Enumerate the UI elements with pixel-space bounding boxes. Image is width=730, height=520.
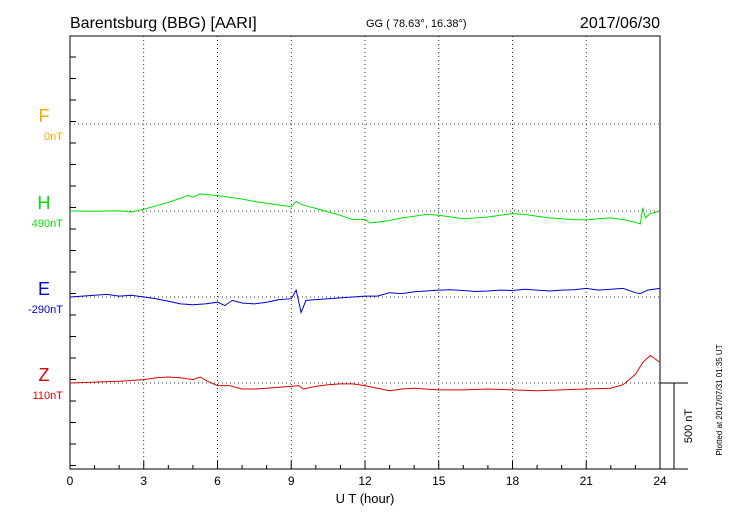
scale-bar-label: 500 nT: [683, 409, 695, 444]
date-label: 2017/06/30: [580, 15, 660, 32]
series-name-f: F: [39, 106, 50, 126]
x-tick-label: 12: [358, 474, 372, 488]
series-line-z: [69, 354, 661, 392]
series-baseline-e: -290nT: [28, 304, 63, 316]
station-title: Barentsburg (BBG) [AARI]: [70, 15, 257, 32]
x-tick-label: 24: [653, 474, 667, 488]
series-labels: F 0nT H 490nT E -290nT Z 110nT: [28, 106, 63, 402]
series-line-h: [69, 193, 661, 225]
series-name-e: E: [38, 279, 50, 299]
x-tick-label: 21: [580, 474, 594, 488]
x-tick-label: 15: [432, 474, 446, 488]
x-tick-label: 18: [506, 474, 520, 488]
plotted-timestamp: Plotted at 2017/07/31 01:35 UT: [715, 344, 724, 455]
series-name-z: Z: [39, 365, 50, 385]
x-tick-label: 0: [67, 474, 74, 488]
x-tick-label: 3: [140, 474, 147, 488]
x-axis-label: U T (hour): [336, 491, 395, 506]
series-name-h: H: [38, 193, 51, 213]
series-baseline-z: 110nT: [33, 390, 64, 402]
series-lines: [69, 193, 661, 392]
series-line-e: [69, 287, 661, 315]
scale-bar: 500 nT: [660, 382, 695, 470]
geo-coordinates: GG ( 78.63°, 16.38°): [366, 18, 467, 30]
series-baseline-f: 0nT: [44, 131, 63, 143]
x-tick-label: 6: [214, 474, 221, 488]
axis-ticks: [69, 56, 661, 469]
x-tick-labels: 0 3 6 9 12 15 18 21 24: [67, 474, 667, 488]
vertical-grid: [143, 36, 587, 469]
series-baseline-h: 490nT: [32, 218, 63, 230]
x-tick-label: 9: [288, 474, 295, 488]
